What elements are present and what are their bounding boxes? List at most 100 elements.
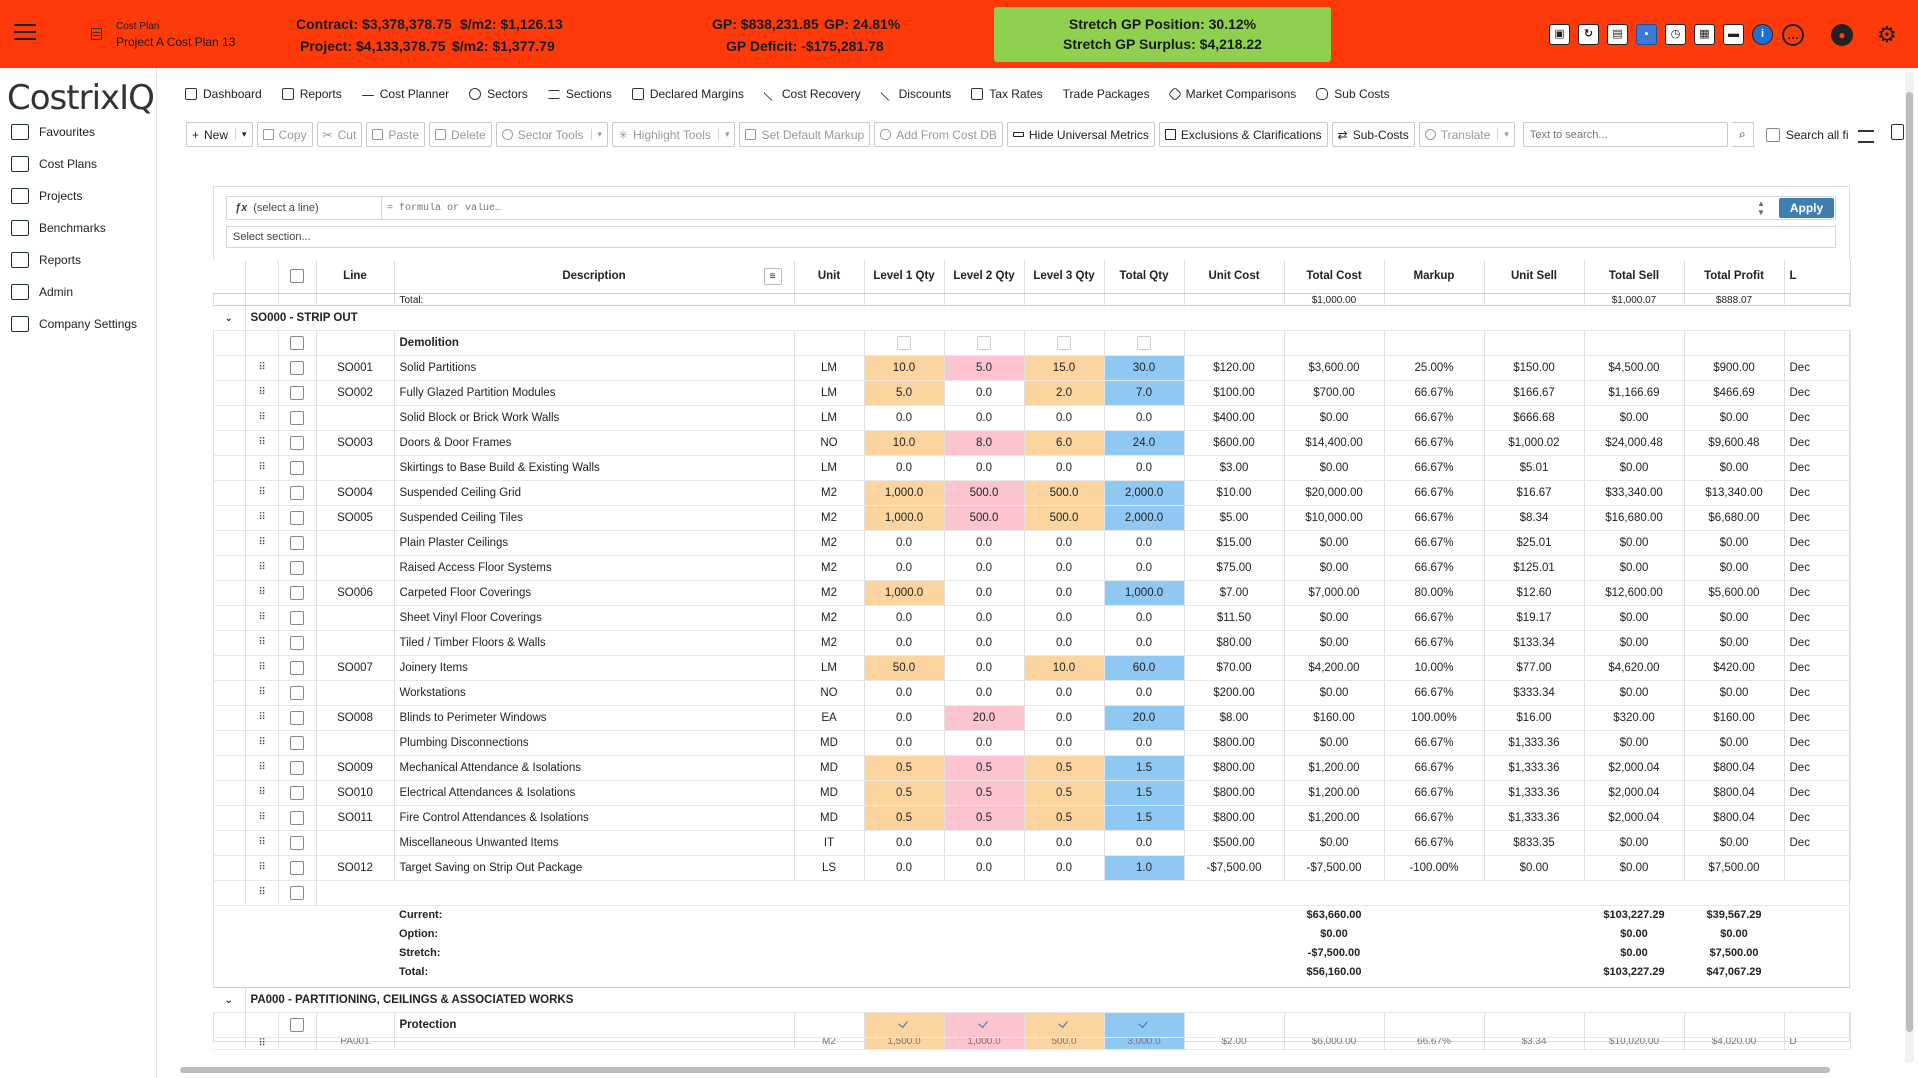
row-checkbox[interactable] xyxy=(290,835,304,850)
sidebar-item-company-settings[interactable]: Company Settings xyxy=(11,314,137,334)
cell-markup[interactable]: 66.67% xyxy=(1384,605,1485,631)
cell-unit-sell[interactable]: $16.67 xyxy=(1484,480,1585,506)
document-icon[interactable]: ▤ xyxy=(1607,24,1628,45)
cell-level3-qty[interactable]: 500.0 xyxy=(1024,505,1105,531)
cell-level3-qty[interactable]: 0.0 xyxy=(1024,405,1105,431)
cell-level2-qty[interactable]: 0.5 xyxy=(944,780,1025,806)
cell-description[interactable]: Joinery Items xyxy=(394,655,795,681)
table-row[interactable]: ⠿ PA001 M2 1,500.0 1,000.0 500.0 3,000.0 $2.00 $… xyxy=(213,1037,1851,1050)
cell-description[interactable]: Sheet Vinyl Floor Coverings xyxy=(394,605,795,631)
search-input[interactable] xyxy=(1522,122,1728,147)
cell-level3-qty[interactable]: 0.0 xyxy=(1024,580,1105,606)
cell-total-qty[interactable]: 0.0 xyxy=(1104,405,1185,431)
group-level-toggle[interactable] xyxy=(864,330,945,356)
level-checkbox[interactable] xyxy=(977,335,991,350)
cell-total-cost[interactable]: $14,400.00 xyxy=(1284,430,1385,456)
cell-level3-qty[interactable]: 15.0 xyxy=(1024,355,1105,381)
row-checkbox[interactable] xyxy=(290,635,304,650)
cell-unit-cost[interactable]: $200.00 xyxy=(1184,680,1285,706)
cell-total-sell[interactable]: $320.00 xyxy=(1584,705,1685,731)
cell-total-cost[interactable]: $3,600.00 xyxy=(1284,355,1385,381)
row-checkbox[interactable] xyxy=(290,735,304,750)
cell-unit[interactable]: MD xyxy=(794,805,865,831)
table-row[interactable]: ⠿ SO008 Blinds to Perimeter Windows EA 0.0 20… xyxy=(213,705,1851,731)
level-checkbox[interactable] xyxy=(897,335,911,350)
cell-description[interactable]: Electrical Attendances & Isolations xyxy=(394,780,795,806)
column-header-line[interactable]: Line xyxy=(316,260,395,294)
level-checkbox[interactable] xyxy=(1137,335,1151,350)
tab-tax-rates[interactable]: Tax Rates xyxy=(971,84,1043,104)
cell-level1-qty[interactable]: 5.0 xyxy=(864,380,945,406)
table-row[interactable]: ⠿ SO001 Solid Partitions LM 10.0 5.0 15.0 30.0 $… xyxy=(213,355,1851,381)
cell-description[interactable]: Doors & Door Frames xyxy=(394,430,795,456)
cell-level3-qty[interactable]: 0.0 xyxy=(1024,630,1105,656)
cell-unit-cost[interactable]: $3.00 xyxy=(1184,455,1285,481)
tab-cost-recovery[interactable]: Cost Recovery xyxy=(763,84,861,104)
cell-markup[interactable]: 66.67% xyxy=(1384,755,1485,781)
column-header-level1-qty[interactable]: Level 1 Qty xyxy=(864,260,945,294)
row-select-cell[interactable] xyxy=(278,880,317,906)
cell-markup[interactable]: 66.67% xyxy=(1384,380,1485,406)
cell-unit-cost[interactable]: $800.00 xyxy=(1184,805,1285,831)
cell-unit-sell[interactable]: $666.68 xyxy=(1484,405,1585,431)
drag-handle-icon[interactable]: ⠿ xyxy=(245,1037,279,1050)
cell-total-qty[interactable]: 0.0 xyxy=(1104,630,1185,656)
vertical-scrollbar[interactable] xyxy=(1905,72,1914,1062)
group-level-toggle[interactable] xyxy=(1104,1012,1185,1038)
cell-total-profit[interactable]: $0.00 xyxy=(1684,730,1785,756)
apply-button[interactable]: Apply xyxy=(1779,198,1834,218)
drag-handle-icon[interactable]: ⠿ xyxy=(245,755,279,781)
row-select-cell[interactable] xyxy=(278,580,317,606)
cell-total-sell[interactable]: $0.00 xyxy=(1584,455,1685,481)
drag-handle-icon[interactable]: ⠿ xyxy=(245,380,279,406)
new-button[interactable]: + New ▾ xyxy=(186,122,253,147)
table-row[interactable]: ⠿ Skirtings to Base Build & Existing Wall… xyxy=(213,455,1851,481)
cell-unit-cost[interactable]: $11.50 xyxy=(1184,605,1285,631)
column-header-total-profit[interactable]: Total Profit xyxy=(1684,260,1785,294)
cell-total-profit[interactable]: $0.00 xyxy=(1684,605,1785,631)
cell-level3-qty[interactable]: 2.0 xyxy=(1024,380,1105,406)
cell-markup[interactable]: 66.67% xyxy=(1384,530,1485,556)
cell-markup[interactable]: 66.67% xyxy=(1384,830,1485,856)
set-default-markup-button[interactable]: Set Default Markup xyxy=(739,122,871,147)
cell-total-cost[interactable]: $20,000.00 xyxy=(1284,480,1385,506)
drag-handle-icon[interactable]: ⠿ xyxy=(245,430,279,456)
cell-unit-sell[interactable]: $1,000.02 xyxy=(1484,430,1585,456)
cell-level3-qty[interactable]: 0.5 xyxy=(1024,780,1105,806)
drag-handle-icon[interactable]: ⠿ xyxy=(245,480,279,506)
cell-level2-qty[interactable]: 0.0 xyxy=(944,680,1025,706)
tab-cost-planner[interactable]: Cost Planner xyxy=(361,84,449,104)
cell-total-sell[interactable]: $1,166.69 xyxy=(1584,380,1685,406)
cell-total-sell[interactable]: $0.00 xyxy=(1584,680,1685,706)
row-select-cell[interactable] xyxy=(278,655,317,681)
cell-total-qty[interactable]: 1.5 xyxy=(1104,805,1185,831)
cell-description[interactable]: Raised Access Floor Systems xyxy=(394,555,795,581)
cell-total-cost[interactable]: $0.00 xyxy=(1284,630,1385,656)
cell-total-sell[interactable]: $0.00 xyxy=(1584,530,1685,556)
chat-icon[interactable]: … xyxy=(1782,24,1804,46)
drag-handle-icon[interactable]: ⠿ xyxy=(245,705,279,731)
chevron-down-icon[interactable]: ▾ xyxy=(1497,129,1509,140)
column-header-unit-sell[interactable]: Unit Sell xyxy=(1484,260,1585,294)
table-row[interactable]: ⠿ Tiled / Timber Floors & Walls M2 0.0 0.0 0.… xyxy=(213,630,1851,656)
cell-markup[interactable]: 66.67% xyxy=(1384,780,1485,806)
cell-level2-qty[interactable]: 0.0 xyxy=(944,580,1025,606)
chevron-down-icon[interactable]: ⌄ xyxy=(224,312,233,324)
cell-unit-cost[interactable]: $15.00 xyxy=(1184,530,1285,556)
cell-level3-qty[interactable]: 0.0 xyxy=(1024,855,1105,881)
cell-level2-qty[interactable]: 0.0 xyxy=(944,830,1025,856)
row-checkbox[interactable] xyxy=(290,460,304,475)
row-select-cell[interactable] xyxy=(278,430,317,456)
cell-unit-sell[interactable]: $5.01 xyxy=(1484,455,1585,481)
select-all-checkbox[interactable] xyxy=(290,269,304,284)
cell-total-qty[interactable]: 0.0 xyxy=(1104,730,1185,756)
cell-level1-qty[interactable]: 0.5 xyxy=(864,805,945,831)
cell-level2-qty[interactable]: 0.0 xyxy=(944,730,1025,756)
cell-total-qty[interactable]: 2,000.0 xyxy=(1104,480,1185,506)
cell-description[interactable] xyxy=(394,1037,795,1050)
cell-total-qty[interactable]: 0.0 xyxy=(1104,555,1185,581)
cell-unit-sell[interactable]: $25.01 xyxy=(1484,530,1585,556)
cell-level1-qty[interactable]: 50.0 xyxy=(864,655,945,681)
cell-level2-qty[interactable]: 8.0 xyxy=(944,430,1025,456)
cell-level1-qty[interactable]: 0.0 xyxy=(864,455,945,481)
